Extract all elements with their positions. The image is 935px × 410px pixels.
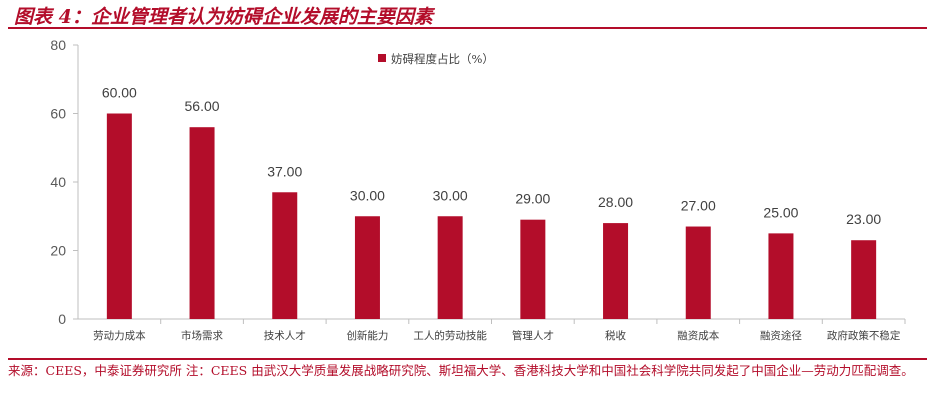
x-category-label: 管理人才 (512, 329, 554, 342)
bar-value-label: 29.00 (515, 191, 550, 207)
legend-swatch (378, 54, 386, 62)
bar (272, 192, 298, 319)
footer: 来源：CEES，中泰证券研究所 注：CEES 由武汉大学质量发展战略研究院、斯坦… (8, 358, 927, 380)
y-tick-label: 80 (50, 37, 66, 53)
bar (685, 226, 711, 319)
bar (520, 219, 546, 319)
x-category-label: 政府政策不稳定 (827, 329, 901, 342)
source-note: 来源：CEES，中泰证券研究所 注：CEES 由武汉大学质量发展战略研究院、斯坦… (8, 363, 914, 378)
x-category-label: 劳动力成本 (93, 329, 146, 342)
bar-value-label: 30.00 (433, 187, 468, 203)
bar-value-label: 60.00 (102, 85, 137, 101)
y-tick-label: 40 (50, 174, 66, 190)
x-category-label: 融资成本 (677, 329, 719, 342)
bar-chart: 0 20 40 60 80 60.00 劳动力成本 56.00 市场需求 37.00 技术人才 30.… (50, 37, 906, 342)
bar (851, 240, 877, 319)
x-category-label: 税收 (605, 329, 626, 342)
bar (106, 113, 132, 319)
legend-label: 妨碍程度占比（%） (391, 52, 494, 66)
bar-value-label: 23.00 (846, 211, 881, 227)
x-category-label: 技术人才 (264, 329, 306, 342)
bar (603, 223, 629, 319)
bar (768, 233, 794, 319)
chart-title: 图表 4：企业管理者认为妨碍企业发展的主要因素 (14, 6, 433, 28)
x-category-label: 融资途径 (760, 329, 802, 342)
bar (189, 127, 215, 319)
y-tick-label: 0 (58, 311, 66, 327)
y-tick-label: 20 (50, 243, 66, 259)
y-tick-label: 60 (50, 106, 66, 122)
bar-value-label: 28.00 (598, 194, 633, 210)
x-category-label: 工人的劳动技能 (413, 329, 487, 342)
bar-value-label: 56.00 (185, 98, 220, 114)
bar (354, 216, 380, 319)
title-bar: 图表 4：企业管理者认为妨碍企业发展的主要因素 (8, 0, 927, 29)
bar-value-label: 25.00 (763, 204, 798, 220)
bar-value-label: 37.00 (267, 163, 302, 179)
bar (437, 216, 463, 319)
x-category-label: 市场需求 (181, 329, 223, 342)
bar-value-label: 30.00 (350, 187, 385, 203)
bar-value-label: 27.00 (681, 198, 716, 214)
x-category-label: 创新能力 (346, 329, 388, 342)
